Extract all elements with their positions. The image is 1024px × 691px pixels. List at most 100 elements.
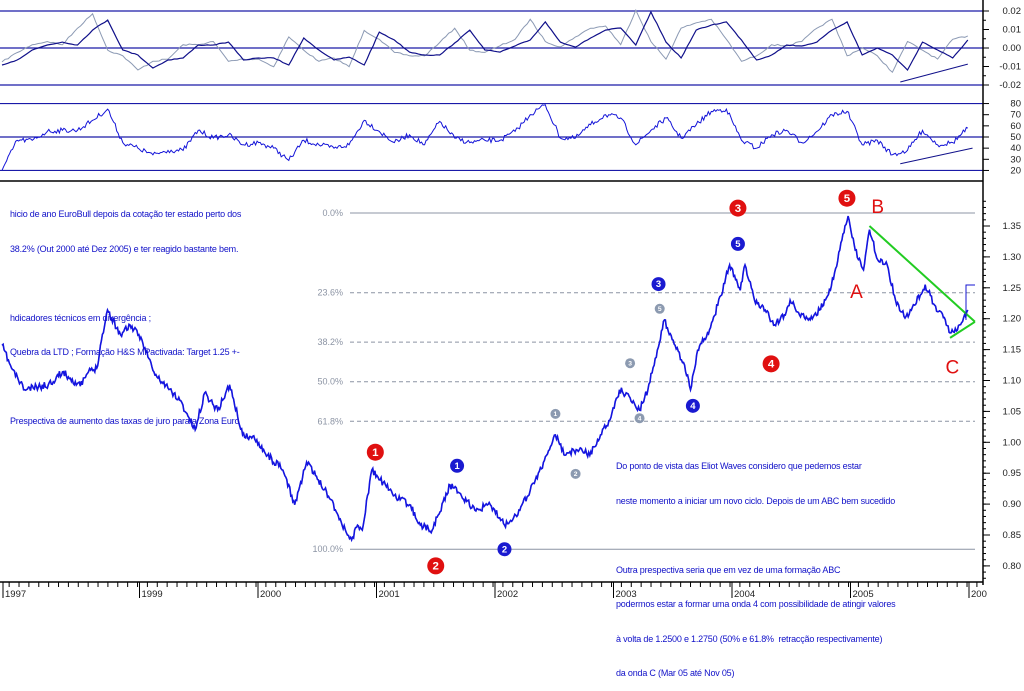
wave-label-intermediate-number: 2 (502, 544, 507, 555)
y-tick-label: 0.01 (1003, 25, 1022, 36)
y-tick-label: 1.00 (1003, 437, 1022, 448)
wave-label-primary-number: 5 (844, 193, 851, 205)
note-line (616, 530, 895, 542)
y-tick-label: 1.30 (1003, 252, 1022, 263)
y-tick-label: -0.02 (999, 80, 1021, 91)
rsi-line (1, 104, 969, 171)
y-tick-label: 40 (1010, 143, 1021, 154)
note-line: hicio de ano EuroBull depois da cotação … (10, 209, 242, 219)
wave-label-minor-circle (634, 413, 645, 424)
fibonacci-level-label: 0.0% (322, 208, 343, 218)
x-tick-label: 2003 (616, 589, 637, 599)
price-line (1, 215, 969, 543)
note-line: à volta de 1.2500 e 1.2750 (50% e 61.8% … (616, 633, 883, 644)
note-line: Quebra da LTD ; Formação H&S MPactivada:… (10, 347, 240, 357)
fibonacci-level-label: 38.2% (317, 337, 343, 347)
wave-letter-label: B (871, 197, 884, 218)
wave-label-minor-number: 2 (574, 471, 578, 478)
y-tick-label: 1.25 (1003, 283, 1022, 294)
y-tick-label: 1.20 (1003, 314, 1022, 325)
y-tick-label: 0.02 (1003, 6, 1022, 17)
x-tick-label: 2000 (260, 589, 281, 599)
y-tick-label: 0.80 (1003, 561, 1022, 572)
wave-label-minor-circle (570, 468, 581, 479)
wave-label-minor-circle (550, 408, 561, 419)
y-tick-label: 0.85 (1003, 530, 1022, 541)
y-tick-label: 1.10 (1003, 376, 1022, 387)
wave-label-minor-number: 3 (628, 360, 632, 367)
fibonacci-level-label: 61.8% (317, 416, 343, 426)
y-tick-label: 0.95 (1003, 468, 1022, 479)
wave-label-primary-number: 3 (735, 203, 741, 215)
wave-label-primary-number: 1 (372, 447, 379, 459)
momentum-divergence-trendline (900, 63, 968, 83)
wave-label-intermediate-number: 3 (656, 279, 661, 290)
rsi-divergence-trendline (900, 147, 973, 165)
wave-letter-label: C (946, 357, 960, 378)
y-tick-label: 0.00 (1003, 43, 1022, 54)
wave-label-minor-circle (625, 358, 636, 369)
y-tick-label: 50 (1010, 132, 1021, 143)
x-tick-label: 1999 (142, 589, 163, 599)
x-tick-label: 2005 (853, 589, 874, 599)
trendline (949, 320, 976, 339)
y-tick-label: 30 (1010, 154, 1021, 165)
x-tick-label: 2004 (734, 589, 755, 599)
trendline (868, 225, 976, 323)
note-line: neste momento a iniciar um novo ciclo. D… (616, 495, 896, 506)
wave-label-intermediate-circle (497, 542, 512, 557)
wave-label-intermediate-circle (651, 277, 666, 292)
fibonacci-level-label: 100.0% (312, 544, 343, 554)
note-line: 38.2% (Out 2000 até Dez 2005) e ter reag… (10, 243, 239, 254)
analysis-note-elliott: Do ponto de vista das Eliot Waves consid… (616, 438, 896, 691)
wave-label-primary-number: 4 (768, 359, 775, 371)
wave-label-minor-number: 1 (554, 411, 558, 418)
momentum-main-line (1, 10, 969, 72)
fibonacci-level-label: 23.6% (317, 288, 343, 298)
momentum-signal-line (1, 8, 969, 73)
wave-label-primary-circle (366, 443, 384, 461)
wave-label-intermediate-circle (685, 398, 700, 413)
wave-label-intermediate-circle (450, 458, 465, 473)
y-tick-label: 0.90 (1003, 499, 1022, 510)
eurusd-elliott-wave-chart: 0.0% 23.6% 38.2% 50.0% 61.8% 100.0% 1 2 3 4 5 1 2 3 4 5… (0, 0, 1021, 599)
wave-label-primary-circle (762, 355, 780, 373)
y-tick-label: 20 (1010, 165, 1021, 176)
y-tick-label: 80 (1010, 99, 1021, 110)
wave-label-intermediate-number: 4 (690, 401, 696, 412)
wave-label-primary-number: 2 (433, 561, 439, 573)
analysis-note-top-left: hicio de ano EuroBull depois da cotação … (10, 186, 241, 439)
note-line: da onda C (Mar 05 até Nov 05) (616, 668, 735, 678)
note-line: Outra prespectiva seria que em vez de um… (616, 564, 841, 575)
x-tick-label: 200 (971, 589, 987, 599)
wave-label-primary-circle (838, 189, 856, 207)
note-line: Prespectiva de aumento das taxas de juro… (10, 416, 240, 426)
wave-letter-label: A (850, 282, 863, 303)
fibonacci-level-label: 50.0% (317, 377, 343, 387)
y-tick-label: 70 (1010, 110, 1021, 121)
x-tick-label: 1997 (5, 589, 26, 599)
momentum-panel (0, 8, 983, 86)
wave-label-minor-number: 5 (658, 306, 662, 313)
note-line: hdicadores técnicos em divergência ; (10, 312, 151, 323)
wave-label-minor-number: 4 (638, 415, 642, 422)
wave-label-minor-circle (654, 303, 665, 314)
wave-label-intermediate-number: 5 (735, 239, 740, 250)
note-line: podermos estar a formar uma onda 4 com p… (616, 599, 896, 609)
rsi-panel (0, 102, 983, 182)
y-tick-label: 1.15 (1003, 345, 1022, 356)
note-line: Do ponto de vista das Eliot Waves consid… (616, 461, 862, 471)
note-line (10, 278, 241, 290)
wave-label-intermediate-circle (730, 236, 745, 251)
y-tick-label: 1.35 (1003, 221, 1022, 232)
y-tick-label: 60 (1010, 121, 1021, 132)
x-tick-label: 2002 (497, 589, 518, 599)
y-tick-label: 1.05 (1003, 406, 1022, 417)
x-tick-label: 2001 (379, 589, 400, 599)
wave-label-primary-circle (729, 199, 747, 217)
wave-label-primary-circle (427, 557, 445, 575)
wave-label-intermediate-number: 1 (454, 461, 459, 472)
target-bracket (965, 284, 975, 320)
price-panel: 0.0% 23.6% 38.2% 50.0% 61.8% 100.0% 1 2 3 4 5 1 2 3 4 5… (1, 189, 976, 575)
